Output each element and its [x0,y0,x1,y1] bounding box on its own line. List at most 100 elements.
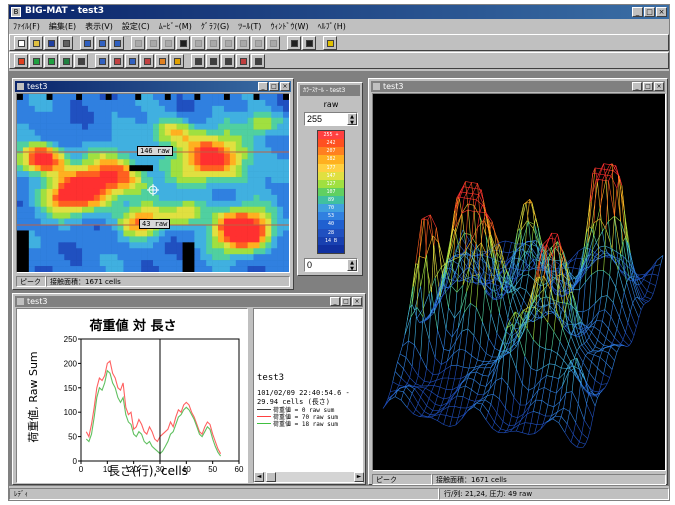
menu-edit[interactable]: 編集(E) [48,21,77,31]
close-button[interactable]: × [280,82,290,91]
maximize-button[interactable]: □ [269,82,279,91]
scale-min-value[interactable]: 0 [307,260,313,270]
surface-3d-view[interactable] [372,93,666,471]
chevron-up-icon[interactable]: ▲ [350,260,354,266]
minimize-button[interactable]: _ [258,82,268,91]
new-file-button[interactable] [14,35,28,50]
mark-button[interactable] [287,35,301,50]
graph-title-bar[interactable]: test3 _ □ × [15,296,363,307]
pressure-map-window[interactable]: test3 _ □ × 146 raw 43 raw ピーク 接触面積：1671… [12,78,294,290]
scroll-left-button[interactable]: ◄ [254,472,264,482]
y-tick-label: 100 [64,408,78,417]
graph-window[interactable]: test3 _ □ × 荷重値 対 長さ 荷重値, Raw Sum 0 10 20 3… [12,293,366,485]
chevron-down-icon[interactable]: ▼ [350,120,354,126]
cursor-button[interactable] [206,53,220,68]
maximize-button[interactable]: □ [341,297,351,306]
color-scale-title: ｶﾗｰｽｹｰﾙ - test3 [303,87,346,94]
scale-min-arrows[interactable]: ▲ ▼ [347,259,357,272]
close-button[interactable]: × [656,7,667,17]
line-chart[interactable]: 0 10 20 30 40 50 60 0 50 100 150 200 250 [17,309,249,484]
color-level: 147 [318,171,344,180]
cursor-icon [210,57,217,65]
close-button[interactable]: × [352,297,362,306]
surface-3d-title-bar[interactable]: test3 _ □ × [371,81,665,92]
menu-settings[interactable]: 設定(C) [121,21,150,31]
print-button[interactable] [59,35,73,50]
maximize-button[interactable]: □ [644,7,655,17]
contact-area-status: 接触面積：1671 cells [46,275,290,287]
menu-movie[interactable]: ﾑｰﾋﾞｰ(M) [158,21,192,31]
play-button[interactable] [206,35,220,50]
title-bar[interactable]: B BIG-MAT - test3 _ □ × [9,5,669,19]
minimize-button[interactable]: _ [330,297,340,306]
stop-button[interactable] [176,35,190,50]
menu-tools[interactable]: ﾂｰﾙ(T) [238,21,262,31]
scroll-right-button[interactable]: ► [354,472,364,482]
chevron-up-icon[interactable]: ▲ [350,114,354,120]
horizontal-scrollbar[interactable]: ◄ ► [254,472,364,482]
surface-3d-title: test3 [383,82,404,91]
save-button[interactable] [44,35,58,50]
menu-file[interactable]: ﾌｧｲﾙ(F) [13,21,40,31]
help-button[interactable] [323,35,337,50]
pressure-map-title-bar[interactable]: test3 _ □ × [15,81,291,92]
chevron-down-icon[interactable]: ▼ [350,266,354,272]
loop-button[interactable] [251,35,265,50]
last-frame-button[interactable] [236,35,250,50]
legend-label: 荷重値 = 18 raw sum [273,421,338,428]
peak-button[interactable] [170,53,184,68]
legend-swatch [257,416,271,417]
histogram-button[interactable] [110,53,124,68]
contour-button[interactable] [29,53,43,68]
scale-min-stepper[interactable]: 0 ▲ ▼ [304,258,358,272]
trend-button[interactable] [125,53,139,68]
map-2d-button[interactable] [14,53,28,68]
scale-max-stepper[interactable]: 255 ▲ ▼ [304,112,358,126]
pattern-button[interactable] [140,53,154,68]
record-button[interactable] [266,35,280,50]
surface-3d-window[interactable]: test3 _ □ × ピーク 接触面積：1671 cells [368,78,668,485]
rewind-button[interactable] [146,35,160,50]
colorize-button[interactable] [155,53,169,68]
open-button[interactable] [29,35,43,50]
heatmap-canvas[interactable] [17,94,289,272]
series-line-1 [85,369,222,457]
color-scale-window[interactable]: ｶﾗｰｽｹｰﾙ - test3 raw 255 ▲ ▼ 255 +242 207 18… [297,82,363,276]
color-level: 89 [318,196,344,205]
help-icon [327,39,334,47]
menu-window[interactable]: ｳｨﾝﾄﾞｳ(W) [270,21,309,31]
menu-graph[interactable]: ｸﾞﾗﾌ(G) [200,21,230,31]
calibrate-button[interactable] [95,35,109,50]
menu-view[interactable]: 表示(V) [85,21,113,31]
export-button[interactable] [251,53,265,68]
cut-button[interactable] [221,53,235,68]
table-button[interactable] [191,53,205,68]
scroll-thumb[interactable] [266,472,276,482]
wireframe-button[interactable] [59,53,73,68]
step-back-button[interactable] [161,35,175,50]
scale-max-value[interactable]: 255 [307,114,323,124]
settings-button[interactable] [110,35,124,50]
wireframe-surface[interactable] [373,94,665,470]
maximize-button[interactable]: □ [643,82,653,91]
capture-button[interactable] [80,35,94,50]
zoom-button[interactable] [95,53,109,68]
unit-button[interactable] [302,35,316,50]
surface-3d-button[interactable] [44,53,58,68]
first-frame-button[interactable] [131,35,145,50]
fast-forward-button[interactable] [221,35,235,50]
color-scale-title-bar[interactable]: ｶﾗｰｽｹｰﾙ - test3 [300,85,360,96]
minimize-button[interactable]: _ [632,7,643,17]
graph-button[interactable] [74,53,88,68]
minimize-button[interactable]: _ [632,82,642,91]
step-forward-button[interactable] [191,35,205,50]
menu-help[interactable]: ﾍﾙﾌﾟ(H) [317,21,346,31]
graph-plot-area[interactable]: 荷重値 対 長さ 荷重値, Raw Sum 0 10 20 30 40 50 60 0 50 10… [16,308,248,483]
scale-max-arrows[interactable]: ▲ ▼ [347,113,357,126]
app-icon[interactable]: B [11,7,21,17]
filter-button[interactable] [236,53,250,68]
close-button[interactable]: × [654,82,664,91]
legend-entry: 荷重値 = 18 raw sum [257,420,338,428]
pressure-heatmap[interactable]: 146 raw 43 raw [16,93,290,273]
save-icon [48,39,55,47]
